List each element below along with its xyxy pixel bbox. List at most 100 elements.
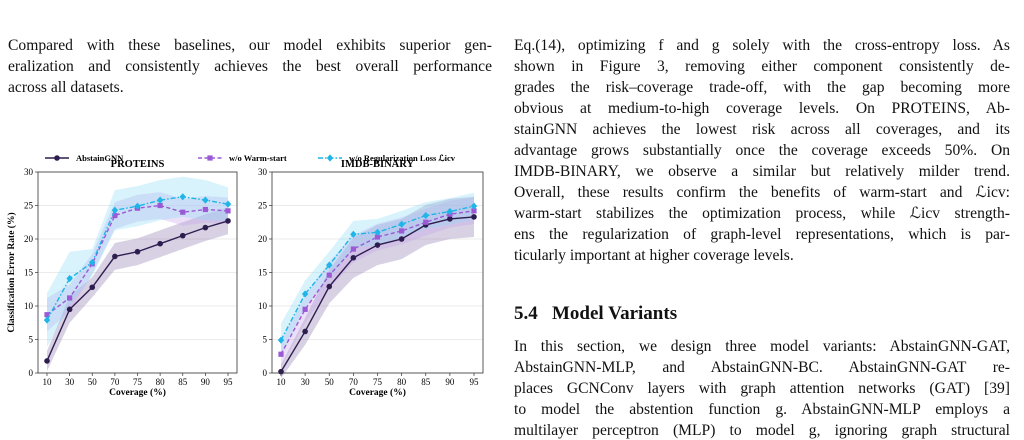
marker bbox=[326, 154, 334, 162]
y-tick-label: 5 bbox=[263, 335, 268, 345]
y-tick-label: 25 bbox=[24, 201, 34, 211]
series-line bbox=[280, 210, 475, 355]
marker bbox=[278, 368, 284, 375]
x-tick-label: 80 bbox=[156, 377, 166, 387]
y-tick-label: 15 bbox=[258, 268, 268, 278]
section-title: Model Variants bbox=[552, 303, 678, 324]
legend-label: w/o Regularization Loss ℒicv bbox=[349, 153, 456, 163]
marker bbox=[278, 351, 284, 357]
x-axis-label: Coverage (%) bbox=[349, 387, 406, 398]
x-tick-label: 10 bbox=[277, 377, 287, 387]
marker bbox=[398, 220, 405, 228]
marker bbox=[44, 358, 50, 364]
marker bbox=[350, 254, 357, 261]
marker bbox=[422, 211, 429, 220]
text-line: ens the regularization of graph-level re… bbox=[514, 226, 1010, 243]
marker bbox=[134, 202, 141, 210]
y-tick-label: 30 bbox=[24, 167, 34, 177]
marker bbox=[471, 208, 477, 214]
marker bbox=[207, 155, 213, 161]
x-tick-label: 85 bbox=[421, 377, 431, 387]
text-line: Eq.(14), optimizing f and g solely with … bbox=[514, 37, 1010, 54]
plot-frame bbox=[271, 171, 484, 374]
marker bbox=[398, 236, 405, 242]
x-tick-label: 90 bbox=[201, 377, 211, 387]
marker bbox=[374, 242, 381, 248]
x-tick-label: 70 bbox=[110, 377, 120, 387]
x-tick-label: 50 bbox=[325, 377, 335, 387]
y-tick-label: 0 bbox=[263, 368, 268, 378]
y-tick-label: 25 bbox=[258, 201, 268, 211]
marker bbox=[225, 208, 231, 214]
text-line: grades the risk–coverage trade-off, with… bbox=[514, 79, 1010, 96]
text-line: eralization and consistently achieves th… bbox=[8, 58, 492, 75]
error-band bbox=[281, 196, 474, 379]
x-tick-label: 80 bbox=[397, 377, 407, 387]
marker bbox=[157, 240, 163, 247]
marker bbox=[225, 218, 231, 224]
legend-label: w/o Warm-start bbox=[229, 153, 287, 163]
y-tick-label: 0 bbox=[29, 368, 34, 378]
text-line: In this section, we design three model v… bbox=[514, 338, 1010, 355]
y-tick-label: 20 bbox=[24, 234, 34, 244]
x-tick-label: 95 bbox=[470, 377, 480, 387]
text-line: to model the abstention function g. Abst… bbox=[514, 401, 1010, 418]
text-line: obvious at medium-to-high coverage level… bbox=[514, 100, 1010, 117]
text-line: shown in Figure 3, removing either compo… bbox=[514, 58, 1010, 75]
marker bbox=[350, 246, 356, 252]
marker bbox=[44, 312, 50, 318]
y-axis-label: Classification Error Rate (%) bbox=[6, 212, 17, 332]
marker bbox=[202, 224, 209, 231]
marker bbox=[224, 200, 232, 208]
error-band bbox=[47, 192, 228, 332]
x-tick-label: 70 bbox=[349, 377, 359, 387]
marker bbox=[179, 193, 186, 201]
y-tick-label: 10 bbox=[258, 301, 268, 311]
text-line: AbstainGNN-MLP, and AbstainGNN-BC. Absta… bbox=[514, 359, 1010, 376]
x-tick-label: 85 bbox=[178, 377, 188, 387]
x-tick-label: 10 bbox=[43, 377, 53, 387]
x-tick-label: 75 bbox=[133, 377, 143, 387]
text-line: Overall, these results confirm the benef… bbox=[514, 184, 1010, 201]
text-line: ticularly important at higher coverage l… bbox=[514, 247, 794, 264]
marker bbox=[399, 228, 405, 234]
marker bbox=[180, 209, 186, 215]
x-tick-label: 50 bbox=[88, 377, 98, 387]
marker bbox=[43, 316, 51, 324]
marker bbox=[112, 212, 118, 219]
marker bbox=[156, 196, 164, 204]
marker bbox=[66, 306, 73, 313]
error-band bbox=[47, 207, 228, 371]
text-line: IMDB-BINARY, we observe a similar but re… bbox=[514, 163, 1010, 180]
chart-title: IMDB-BINARY bbox=[341, 159, 415, 170]
marker bbox=[179, 232, 186, 239]
marker bbox=[326, 261, 333, 269]
x-tick-label: 30 bbox=[65, 377, 75, 387]
x-tick-label: 90 bbox=[445, 377, 455, 387]
marker bbox=[326, 283, 333, 290]
y-tick-label: 5 bbox=[29, 335, 34, 345]
marker bbox=[350, 230, 357, 238]
marker bbox=[54, 155, 60, 161]
text-line: across all datasets. bbox=[8, 79, 124, 96]
marker bbox=[202, 206, 208, 213]
x-tick-label: 30 bbox=[301, 377, 311, 387]
section-number: 5.4 bbox=[514, 303, 538, 324]
marker bbox=[374, 228, 381, 236]
marker bbox=[112, 253, 118, 260]
page: Compared with these baselines, our model… bbox=[6, 37, 1010, 439]
y-tick-label: 20 bbox=[258, 234, 268, 244]
text-line: advantage grows substantially once the c… bbox=[514, 142, 1010, 159]
marker bbox=[446, 207, 454, 216]
marker bbox=[447, 216, 453, 222]
marker bbox=[302, 306, 308, 312]
marker bbox=[157, 202, 163, 209]
marker bbox=[111, 206, 119, 214]
text-line: warm-start stabilizes the optimization p… bbox=[514, 205, 1010, 222]
marker bbox=[202, 196, 209, 204]
x-tick-label: 75 bbox=[373, 377, 383, 387]
y-tick-label: 30 bbox=[258, 167, 268, 177]
error-band bbox=[281, 192, 474, 357]
marker bbox=[374, 234, 381, 240]
